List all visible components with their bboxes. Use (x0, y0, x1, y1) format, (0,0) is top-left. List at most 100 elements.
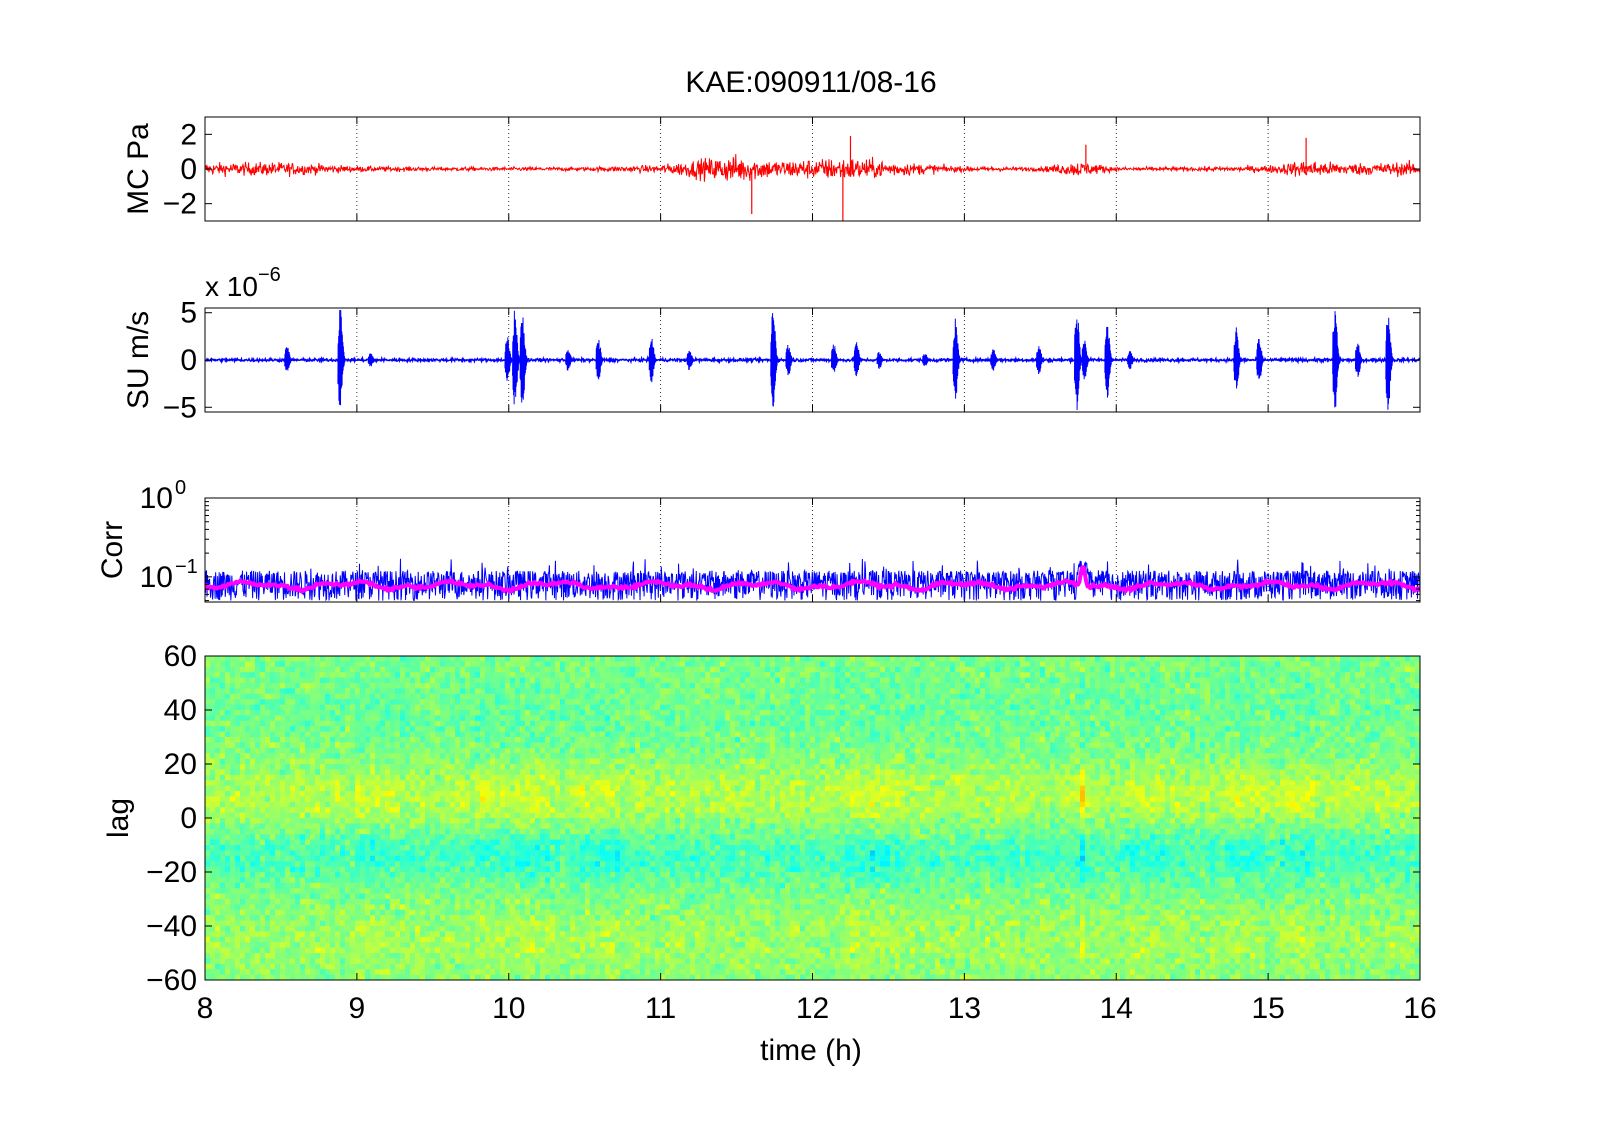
heatmap-cell (480, 661, 486, 668)
heatmap-cell (375, 974, 381, 980)
heatmap-cell (410, 845, 416, 851)
heatmap-cell (485, 699, 491, 706)
heatmap-cell (305, 758, 311, 765)
heatmap-cell (275, 866, 281, 873)
heatmap-cell (480, 747, 486, 754)
heatmap-cell (325, 677, 331, 684)
heatmap-cell (240, 780, 246, 787)
heatmap-cell (230, 677, 236, 684)
heatmap-cell (225, 882, 231, 889)
heatmap-cell (405, 866, 411, 873)
heatmap-cell (290, 683, 296, 689)
heatmap-cell (415, 920, 421, 927)
heatmap-cell (375, 942, 381, 949)
heatmap-cell (405, 791, 411, 797)
heatmap-cell (370, 753, 376, 760)
heatmap-cell (335, 845, 341, 851)
heatmap-cell (255, 796, 261, 803)
heatmap-cell (415, 969, 421, 976)
heatmap-cell (480, 677, 486, 684)
heatmap-cell (600, 969, 606, 976)
su-ms-burst (922, 354, 931, 366)
heatmap-cell (425, 866, 431, 873)
heatmap-cell (300, 904, 306, 911)
heatmap-cell (230, 823, 236, 830)
heatmap-cell (595, 710, 601, 716)
heatmap-cell (550, 704, 556, 711)
heatmap-cell (495, 812, 501, 819)
heatmap-cell (240, 747, 246, 754)
heatmap-cell (565, 915, 571, 922)
heatmap-cell (590, 677, 596, 684)
heatmap-cell (500, 828, 506, 835)
heatmap-cell (410, 834, 416, 841)
heatmap-cell (240, 812, 246, 819)
heatmap-cell (390, 704, 396, 711)
heatmap-cell (450, 753, 456, 760)
heatmap-cell (510, 666, 516, 673)
heatmap-cell (355, 872, 361, 878)
heatmap-cell (515, 855, 521, 862)
heatmap-cell (575, 693, 581, 700)
heatmap-cell (485, 737, 491, 743)
heatmap-cell (285, 839, 291, 846)
heatmap-cell (380, 699, 386, 706)
heatmap-cell (280, 791, 286, 797)
heatmap-cell (555, 688, 561, 695)
heatmap-cell (510, 947, 516, 954)
heatmap-cell (340, 904, 346, 911)
heatmap-cell (395, 710, 401, 716)
heatmap-cell (325, 737, 331, 743)
heatmap-cell (455, 845, 461, 851)
heatmap-cell (490, 850, 496, 857)
heatmap-cell (220, 893, 226, 900)
heatmap-cell (455, 688, 461, 695)
heatmap-cell (440, 796, 446, 803)
heatmap-cell (250, 974, 256, 980)
heatmap-cell (510, 953, 516, 959)
heatmap-cell (470, 904, 476, 911)
heatmap-cell (275, 780, 281, 787)
heatmap-cell (345, 828, 351, 835)
heatmap-cell (305, 839, 311, 846)
heatmap-cell (425, 683, 431, 689)
heatmap-cell (485, 785, 491, 792)
heatmap-cell (405, 818, 411, 824)
heatmap-cell (495, 877, 501, 884)
heatmap-cell (595, 720, 601, 727)
heatmap-cell (205, 753, 211, 760)
heatmap-cell (595, 920, 601, 927)
heatmap-cell (465, 942, 471, 949)
heatmap-cell (325, 791, 331, 797)
heatmap-cell (355, 715, 361, 722)
heatmap-cell (510, 855, 516, 862)
heatmap-cell (385, 656, 391, 662)
heatmap-cell (445, 947, 451, 954)
heatmap-cell (525, 812, 531, 819)
heatmap-cell (455, 731, 461, 738)
heatmap-cell (385, 904, 391, 911)
heatmap-cell (320, 796, 326, 803)
heatmap-cell (445, 818, 451, 824)
heatmap-cell (265, 974, 271, 980)
heatmap-cell (550, 747, 556, 754)
heatmap-cell (555, 774, 561, 781)
heatmap-cell (390, 758, 396, 765)
heatmap-cell (405, 747, 411, 754)
heatmap-cell (475, 861, 481, 868)
heatmap-cell (570, 715, 576, 722)
heatmap-cell (405, 872, 411, 878)
su-ms-burst (1332, 311, 1341, 408)
heatmap-cell (315, 764, 321, 770)
heatmap-cell (520, 785, 526, 792)
heatmap-cell (220, 699, 226, 706)
heatmap-cell (580, 666, 586, 673)
heatmap-cell (300, 672, 306, 679)
heatmap-cell (455, 942, 461, 949)
heatmap-cell (280, 931, 286, 938)
heatmap-cell (450, 720, 456, 727)
heatmap-cell (550, 742, 556, 749)
heatmap-cell (245, 699, 251, 706)
heatmap-cell (295, 845, 301, 851)
heatmap-cell (480, 893, 486, 900)
